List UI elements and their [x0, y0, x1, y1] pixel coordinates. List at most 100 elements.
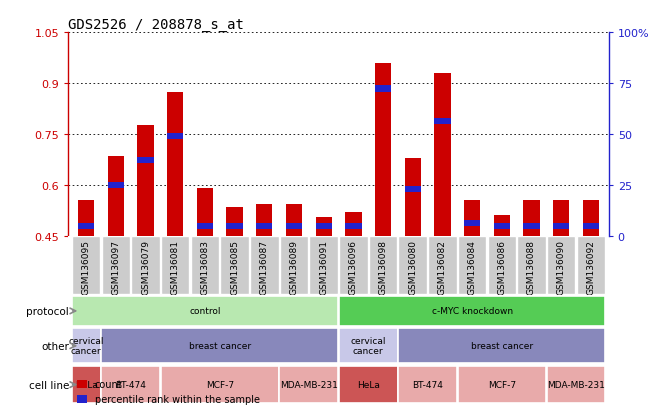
FancyBboxPatch shape — [220, 237, 249, 294]
Bar — [345, 223, 361, 230]
FancyBboxPatch shape — [102, 366, 160, 403]
Bar — [316, 218, 332, 236]
Bar — [583, 201, 599, 236]
FancyBboxPatch shape — [161, 237, 189, 294]
FancyBboxPatch shape — [339, 366, 398, 403]
Text: GSM136097: GSM136097 — [111, 240, 120, 294]
Text: GSM136096: GSM136096 — [349, 240, 358, 294]
FancyBboxPatch shape — [458, 237, 486, 294]
Bar — [464, 201, 480, 236]
Bar — [107, 157, 124, 236]
Bar — [78, 223, 94, 230]
Text: cervical
cancer: cervical cancer — [350, 336, 386, 356]
Text: MCF-7: MCF-7 — [206, 380, 234, 389]
Bar — [404, 158, 421, 236]
Bar — [227, 207, 243, 236]
Bar — [404, 186, 421, 192]
Text: GSM136080: GSM136080 — [408, 240, 417, 294]
Bar — [375, 64, 391, 236]
Text: MCF-7: MCF-7 — [488, 380, 516, 389]
FancyBboxPatch shape — [488, 237, 516, 294]
Bar — [256, 204, 273, 236]
FancyBboxPatch shape — [309, 237, 338, 294]
Text: cell line: cell line — [29, 380, 69, 390]
Text: GSM136079: GSM136079 — [141, 240, 150, 294]
Bar — [286, 223, 302, 230]
Bar — [256, 223, 273, 230]
Text: breast cancer: breast cancer — [471, 342, 533, 350]
Bar — [523, 201, 540, 236]
Bar — [345, 213, 361, 236]
Text: GSM136085: GSM136085 — [230, 240, 239, 294]
Bar — [493, 216, 510, 236]
Text: cervical
cancer: cervical cancer — [68, 336, 104, 356]
Text: GSM136088: GSM136088 — [527, 240, 536, 294]
Text: HeLa: HeLa — [75, 380, 98, 389]
Bar — [434, 119, 450, 124]
Text: c-MYC knockdown: c-MYC knockdown — [432, 307, 513, 316]
Text: GSM136082: GSM136082 — [438, 240, 447, 294]
FancyBboxPatch shape — [72, 297, 339, 326]
Bar — [167, 93, 184, 236]
FancyBboxPatch shape — [191, 237, 219, 294]
Text: MDA-MB-231: MDA-MB-231 — [280, 380, 338, 389]
Bar — [167, 134, 184, 140]
Text: GDS2526 / 208878_s_at: GDS2526 / 208878_s_at — [68, 18, 244, 32]
Bar — [197, 223, 213, 230]
Bar — [523, 223, 540, 230]
Bar — [583, 223, 599, 230]
FancyBboxPatch shape — [398, 366, 457, 403]
Text: GSM136086: GSM136086 — [497, 240, 506, 294]
FancyBboxPatch shape — [161, 366, 279, 403]
Bar — [553, 223, 570, 230]
FancyBboxPatch shape — [458, 366, 546, 403]
Text: GSM136084: GSM136084 — [467, 240, 477, 294]
Bar — [197, 189, 213, 236]
FancyBboxPatch shape — [102, 329, 339, 363]
Text: GSM136087: GSM136087 — [260, 240, 269, 294]
Bar — [137, 157, 154, 164]
FancyBboxPatch shape — [72, 237, 100, 294]
Bar — [107, 183, 124, 189]
Legend: count, percentile rank within the sample: count, percentile rank within the sample — [73, 375, 264, 408]
Bar — [493, 223, 510, 230]
Bar — [316, 223, 332, 230]
Bar — [286, 204, 302, 236]
FancyBboxPatch shape — [250, 237, 279, 294]
Bar — [553, 201, 570, 236]
FancyBboxPatch shape — [339, 297, 605, 326]
Bar — [434, 74, 450, 236]
Text: HeLa: HeLa — [357, 380, 380, 389]
Bar — [375, 86, 391, 93]
FancyBboxPatch shape — [398, 329, 605, 363]
Bar — [137, 126, 154, 236]
Text: GSM136095: GSM136095 — [81, 240, 90, 294]
FancyBboxPatch shape — [547, 237, 575, 294]
FancyBboxPatch shape — [279, 366, 339, 403]
FancyBboxPatch shape — [428, 237, 457, 294]
Text: protocol: protocol — [26, 306, 69, 316]
FancyBboxPatch shape — [280, 237, 308, 294]
FancyBboxPatch shape — [72, 329, 101, 363]
FancyBboxPatch shape — [102, 237, 130, 294]
Text: GSM136092: GSM136092 — [587, 240, 596, 294]
Text: GSM136098: GSM136098 — [378, 240, 387, 294]
Text: GSM136091: GSM136091 — [319, 240, 328, 294]
Bar — [78, 201, 94, 236]
Text: BT-474: BT-474 — [412, 380, 443, 389]
Text: GSM136090: GSM136090 — [557, 240, 566, 294]
Bar — [464, 220, 480, 226]
Text: GSM136081: GSM136081 — [171, 240, 180, 294]
FancyBboxPatch shape — [339, 237, 368, 294]
FancyBboxPatch shape — [72, 366, 101, 403]
FancyBboxPatch shape — [547, 366, 605, 403]
Text: MDA-MB-231: MDA-MB-231 — [547, 380, 605, 389]
Text: GSM136089: GSM136089 — [290, 240, 299, 294]
FancyBboxPatch shape — [398, 237, 427, 294]
Bar — [227, 223, 243, 230]
Text: breast cancer: breast cancer — [189, 342, 251, 350]
FancyBboxPatch shape — [132, 237, 159, 294]
Text: GSM136083: GSM136083 — [201, 240, 210, 294]
FancyBboxPatch shape — [369, 237, 397, 294]
Text: control: control — [189, 307, 221, 316]
